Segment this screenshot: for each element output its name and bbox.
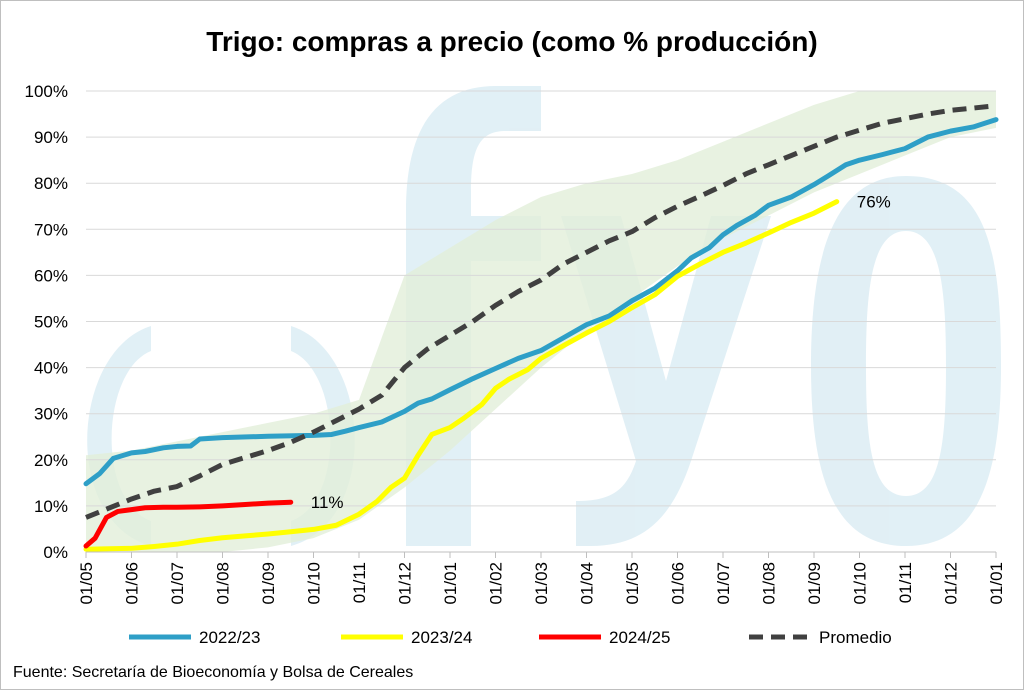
legend-label: 2024/25 — [609, 628, 670, 647]
series-line-2023-24 — [83, 199, 840, 552]
x-tick-label: 01/06 — [123, 562, 142, 605]
x-tick-label: 01/11 — [350, 562, 369, 603]
x-tick-label: 01/06 — [669, 562, 688, 605]
x-tick-label: 01/05 — [623, 562, 642, 605]
series-lines — [83, 103, 999, 552]
y-tick-label: 20% — [34, 451, 68, 470]
y-tick-label: 50% — [34, 313, 68, 332]
x-tick-label: 01/03 — [532, 562, 551, 605]
data-label: 11% — [311, 493, 344, 512]
legend: 2022/23 2023/24 2024/25 Promedio — [129, 628, 892, 647]
legend-label: 2022/23 — [199, 628, 260, 647]
data-label: 76% — [857, 193, 891, 212]
x-tick-label: 01/08 — [760, 562, 779, 605]
y-tick-label: 70% — [34, 220, 68, 239]
x-tick-label: 01/09 — [259, 562, 278, 605]
x-tick-label: 01/01 — [987, 562, 1006, 605]
y-tick-label: 0% — [43, 543, 68, 562]
legend-label: Promedio — [819, 628, 892, 647]
y-tick-label: 100% — [25, 82, 68, 101]
annotations: 76% 11% — [311, 193, 891, 513]
x-tick-label: 01/05 — [77, 562, 96, 605]
chart-title: Trigo: compras a precio (como % producci… — [206, 26, 817, 57]
y-tick-label: 40% — [34, 359, 68, 378]
x-tick-label: 01/04 — [578, 562, 597, 605]
source-note: Fuente: Secretaría de Bioeconomía y Bols… — [13, 664, 413, 681]
x-tick-label: 01/12 — [942, 562, 961, 605]
x-tick-label: 01/08 — [214, 562, 233, 605]
series-line-2024-25 — [83, 499, 294, 549]
y-tick-label: 10% — [34, 497, 68, 516]
y-tick-label: 80% — [34, 174, 68, 193]
y-tick-label: 30% — [34, 405, 68, 424]
axes: 0% 10% 20% 30% 40% 50% 60% 70% 80% 90% 100% 01/05 01… — [25, 82, 1006, 605]
y-tick-label: 60% — [34, 266, 68, 285]
x-tick-label: 01/07 — [714, 562, 733, 605]
x-tick-label: 01/11 — [896, 562, 915, 603]
x-tick-label: 01/10 — [851, 562, 870, 605]
series-line-promedio — [85, 103, 997, 520]
x-tick-label: 01/12 — [396, 562, 415, 605]
x-tick-label: 01/09 — [805, 562, 824, 605]
x-tick-label: 01/07 — [168, 562, 187, 605]
x-tick-label: 01/02 — [487, 562, 506, 605]
x-tick-label: 01/01 — [441, 562, 460, 605]
x-tick-label: 01/10 — [305, 562, 324, 605]
y-tick-label: 90% — [34, 128, 68, 147]
series-line-2022-23 — [83, 117, 999, 487]
legend-label: 2023/24 — [411, 628, 472, 647]
